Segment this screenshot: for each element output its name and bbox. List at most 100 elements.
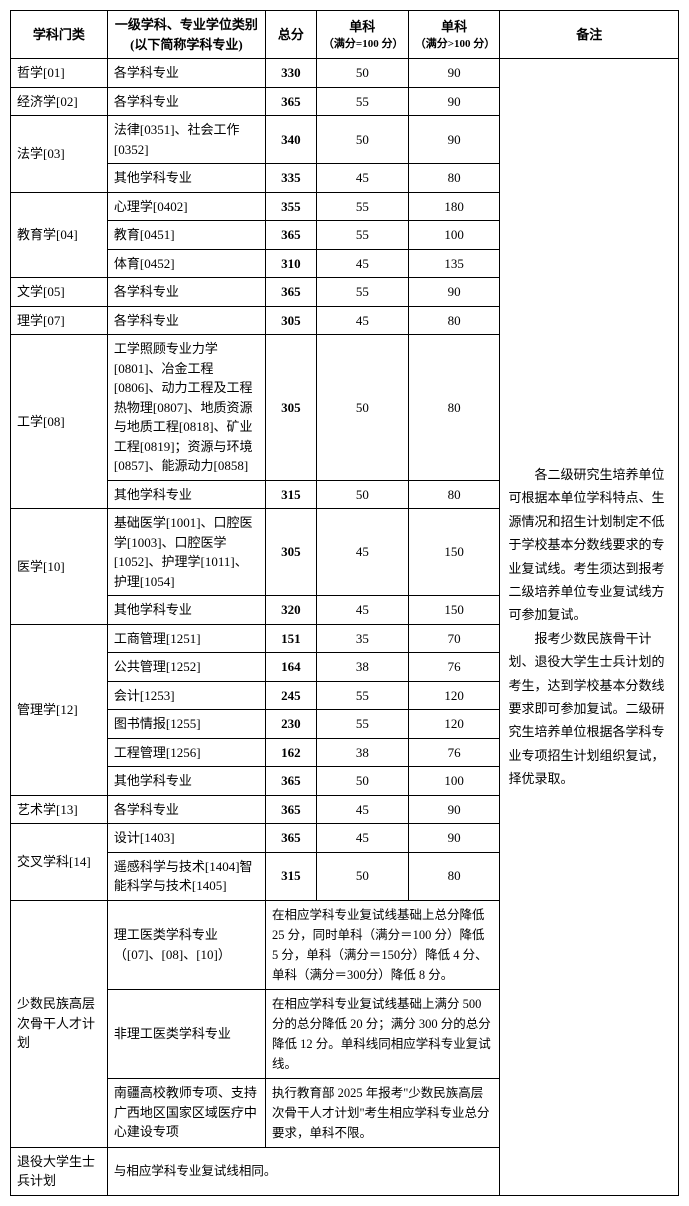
- total-cell: 365: [265, 221, 316, 250]
- category-cell: 退役大学生士兵计划: [11, 1147, 108, 1195]
- s1-cell: 45: [316, 509, 408, 596]
- s2-cell: 120: [408, 681, 500, 710]
- major-cell: 其他学科专业: [107, 164, 265, 193]
- major-cell: 设计[1403]: [107, 824, 265, 853]
- category-cell: 哲学[01]: [11, 59, 108, 88]
- special-desc-cell: 在相应学科专业复试线基础上总分降低 25 分，同时单科（满分＝100 分）降低 …: [265, 900, 500, 989]
- total-cell: 365: [265, 278, 316, 307]
- total-cell: 335: [265, 164, 316, 193]
- table-body: 哲学[01]各学科专业3305090 各二级研究生培养单位可根据本单位学科特点、…: [11, 59, 679, 1196]
- s1-cell: 35: [316, 624, 408, 653]
- total-cell: 305: [265, 509, 316, 596]
- major-cell: 各学科专业: [107, 59, 265, 88]
- s2-cell: 90: [408, 59, 500, 88]
- category-cell: 教育学[04]: [11, 192, 108, 278]
- special-desc-cell: 与相应学科专业复试线相同。: [107, 1147, 500, 1195]
- s1-cell: 45: [316, 596, 408, 625]
- category-cell: 文学[05]: [11, 278, 108, 307]
- total-cell: 365: [265, 87, 316, 116]
- major-cell: 工学照顾专业力学[0801]、冶金工程[0806]、动力工程及工程热物理[080…: [107, 335, 265, 481]
- major-cell: 心理学[0402]: [107, 192, 265, 221]
- category-cell: 医学[10]: [11, 509, 108, 625]
- major-cell: 遥感科学与技术[1404]智能科学与技术[1405]: [107, 852, 265, 900]
- s1-cell: 45: [316, 249, 408, 278]
- header-major-l2: (以下简称学科专业): [114, 35, 259, 55]
- total-cell: 230: [265, 710, 316, 739]
- major-cell: 各学科专业: [107, 278, 265, 307]
- s1-cell: 50: [316, 480, 408, 509]
- category-cell: 交叉学科[14]: [11, 824, 108, 901]
- total-cell: 164: [265, 653, 316, 682]
- s2-cell: 80: [408, 852, 500, 900]
- s1-cell: 50: [316, 852, 408, 900]
- total-cell: 310: [265, 249, 316, 278]
- category-cell: 管理学[12]: [11, 624, 108, 795]
- s2-cell: 120: [408, 710, 500, 739]
- header-s2-sub: （满分>100 分）: [415, 36, 494, 53]
- major-cell: 体育[0452]: [107, 249, 265, 278]
- header-s2-main: 单科: [415, 17, 494, 37]
- header-total: 总分: [265, 11, 316, 59]
- s1-cell: 55: [316, 192, 408, 221]
- total-cell: 320: [265, 596, 316, 625]
- s1-cell: 55: [316, 221, 408, 250]
- major-cell: 其他学科专业: [107, 596, 265, 625]
- header-s1-main: 单科: [323, 17, 402, 37]
- s2-cell: 90: [408, 824, 500, 853]
- total-cell: 315: [265, 480, 316, 509]
- s2-cell: 100: [408, 767, 500, 796]
- s2-cell: 180: [408, 192, 500, 221]
- major-cell: 会计[1253]: [107, 681, 265, 710]
- total-cell: 340: [265, 116, 316, 164]
- total-cell: 330: [265, 59, 316, 88]
- special-desc-cell: 在相应学科专业复试线基础上满分 500 分的总分降低 20 分；满分 300 分…: [265, 989, 500, 1078]
- major-cell: 非理工医类学科专业: [107, 989, 265, 1078]
- s2-cell: 70: [408, 624, 500, 653]
- s1-cell: 50: [316, 59, 408, 88]
- header-major: 一级学科、专业学位类别 (以下简称学科专业): [107, 11, 265, 59]
- category-cell: 少数民族高层次骨干人才计划: [11, 900, 108, 1147]
- table-row: 哲学[01]各学科专业3305090 各二级研究生培养单位可根据本单位学科特点、…: [11, 59, 679, 88]
- total-cell: 151: [265, 624, 316, 653]
- header-category: 学科门类: [11, 11, 108, 59]
- s2-cell: 150: [408, 596, 500, 625]
- total-cell: 245: [265, 681, 316, 710]
- s2-cell: 100: [408, 221, 500, 250]
- s1-cell: 38: [316, 653, 408, 682]
- s2-cell: 76: [408, 738, 500, 767]
- total-cell: 355: [265, 192, 316, 221]
- s1-cell: 55: [316, 681, 408, 710]
- category-cell: 法学[03]: [11, 116, 108, 193]
- s1-cell: 45: [316, 164, 408, 193]
- s2-cell: 150: [408, 509, 500, 596]
- note-cell: 各二级研究生培养单位可根据本单位学科特点、生源情况和招生计划制定不低于学校基本分…: [500, 59, 679, 1196]
- s1-cell: 45: [316, 795, 408, 824]
- s1-cell: 50: [316, 767, 408, 796]
- total-cell: 315: [265, 852, 316, 900]
- major-cell: 各学科专业: [107, 87, 265, 116]
- special-desc-cell: 执行教育部 2025 年报考"少数民族高层次骨干人才计划"考生相应学科专业总分要…: [265, 1078, 500, 1147]
- header-s2: 单科 （满分>100 分）: [408, 11, 500, 59]
- score-table: 学科门类 一级学科、专业学位类别 (以下简称学科专业) 总分 单科 （满分=10…: [10, 10, 679, 1196]
- category-cell: 工学[08]: [11, 335, 108, 509]
- s2-cell: 80: [408, 335, 500, 481]
- major-cell: 基础医学[1001]、口腔医学[1003]、口腔医学[1052]、护理学[101…: [107, 509, 265, 596]
- category-cell: 艺术学[13]: [11, 795, 108, 824]
- s2-cell: 80: [408, 164, 500, 193]
- major-cell: 公共管理[1252]: [107, 653, 265, 682]
- major-cell: 理工医类学科专业（[07]、[08]、[10]）: [107, 900, 265, 989]
- s1-cell: 38: [316, 738, 408, 767]
- major-cell: 各学科专业: [107, 795, 265, 824]
- major-cell: 各学科专业: [107, 306, 265, 335]
- header-major-l1: 一级学科、专业学位类别: [114, 15, 259, 35]
- major-cell: 法律[0351]、社会工作[0352]: [107, 116, 265, 164]
- s1-cell: 45: [316, 306, 408, 335]
- total-cell: 162: [265, 738, 316, 767]
- s2-cell: 90: [408, 278, 500, 307]
- s1-cell: 50: [316, 116, 408, 164]
- s1-cell: 55: [316, 278, 408, 307]
- s1-cell: 55: [316, 87, 408, 116]
- total-cell: 365: [265, 767, 316, 796]
- total-cell: 305: [265, 306, 316, 335]
- total-cell: 305: [265, 335, 316, 481]
